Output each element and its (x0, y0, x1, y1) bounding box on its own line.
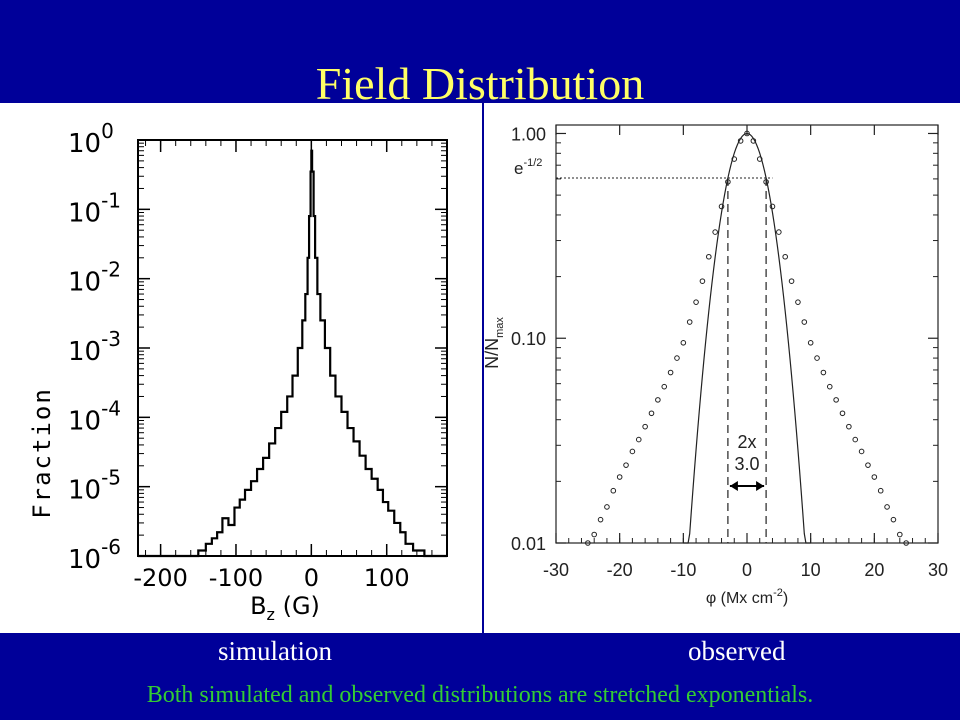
observed-data-point (604, 504, 610, 510)
slide-caption: Both simulated and observed distribution… (146, 682, 814, 708)
simulation-y-axis-label: Fraction (28, 387, 56, 519)
observed-data-point (731, 156, 738, 162)
observed-data-point (756, 156, 763, 162)
observed-x-tick-label: -30 (543, 560, 569, 580)
observed-data-point (846, 423, 852, 430)
observed-width-label-bottom: 3.0 (734, 454, 759, 474)
observed-data-point (686, 319, 693, 325)
observed-x-tick-label: 10 (801, 560, 821, 580)
observed-x-tick-label: 20 (864, 560, 884, 580)
observed-data-point (801, 319, 808, 325)
simulation-label: simulation (218, 636, 332, 666)
observed-data-point (706, 253, 712, 260)
observed-data-point (699, 278, 706, 284)
observed-data-point (814, 355, 820, 361)
observed-data-point (712, 229, 718, 235)
observed-data-point (744, 130, 750, 137)
simulation-chart: 100 10-1 10-2 10-3 10-4 10-5 10-6 -200 -100 0 100 F… (28, 119, 448, 624)
observed-y-axis-label: N/Nmax (484, 317, 506, 369)
observed-data-point (648, 410, 655, 417)
simulation-chart-panel: 100 10-1 10-2 10-3 10-4 10-5 10-6 -200 -100 0 100 F… (0, 103, 482, 633)
observed-data-point (839, 410, 846, 417)
observed-data-point (591, 531, 597, 538)
observed-x-tick-label: 30 (928, 560, 948, 580)
simulation-y-tick-label: 10-6 (68, 535, 121, 575)
observed-data-point (776, 229, 782, 235)
observed-e-half-label: e-1/2 (514, 157, 542, 178)
observed-data-point (897, 531, 903, 538)
simulation-x-axis-label: Bz (G) (250, 592, 320, 624)
observed-data-point (903, 540, 909, 546)
observed-width-arrowhead-left (729, 481, 738, 491)
simulation-histogram-series (138, 149, 447, 558)
observed-x-axis-label: φ (Mx cm-2) (706, 587, 788, 607)
observed-data-point (661, 383, 668, 390)
observed-width-label-top: 2x (737, 432, 756, 452)
observed-y-tick-label: 0.01 (511, 534, 546, 554)
observed-gaussian-fit-line (683, 132, 811, 544)
observed-data-point (597, 516, 604, 523)
simulation-x-tick-label: -200 (133, 564, 187, 592)
observed-data-point (616, 474, 623, 480)
observed-data-point (858, 448, 865, 455)
observed-data-point (655, 397, 661, 403)
observed-x-tick-label: -10 (670, 560, 696, 580)
observed-x-tick-label: 0 (742, 560, 752, 580)
observed-data-point (642, 423, 648, 430)
observed-y-tick-label: 1.00 (511, 124, 546, 144)
observed-data-point (788, 278, 795, 284)
observed-data-point (610, 487, 617, 494)
observed-chart: 1.00 0.10 0.01 -30 -20 -10 0 10 20 30 e-1/2 2x3.0 N/… (484, 124, 948, 607)
simulation-y-tick-label: 10-4 (68, 396, 121, 436)
observed-data-point (737, 138, 744, 144)
simulation-x-tick-label: 100 (364, 564, 410, 592)
simulation-y-tick-label: 10-3 (68, 327, 121, 367)
observed-data-point (769, 203, 776, 210)
observed-data-point (852, 436, 859, 443)
observed-data-point (635, 436, 642, 443)
observed-data-point (585, 540, 591, 546)
observed-plot-frame (555, 124, 939, 544)
observed-y-tick-label: 0.10 (511, 329, 546, 349)
simulation-plot-frame (137, 139, 448, 557)
observed-data-point (674, 355, 680, 361)
observed-width-arrowhead-right (756, 481, 765, 491)
observed-data-point (871, 474, 878, 480)
observed-data-point (782, 253, 789, 260)
observed-data-point (763, 179, 769, 185)
observed-data-point (667, 369, 674, 376)
observed-data-point (629, 448, 636, 455)
observed-data-point (623, 462, 629, 468)
simulation-x-tick-label: -100 (209, 564, 263, 592)
observed-data-point (693, 299, 699, 305)
simulation-y-tick-label: 100 (68, 119, 114, 159)
slide-title: Field Distribution (315, 58, 645, 109)
observed-label: observed (688, 636, 786, 666)
simulation-y-tick-label: 10-5 (68, 466, 121, 506)
observed-data-point (795, 299, 801, 305)
observed-chart-panel: 1.00 0.10 0.01 -30 -20 -10 0 10 20 30 e-1/2 2x 3.0 N/… (484, 103, 960, 633)
observed-data-point (865, 462, 871, 468)
observed-x-tick-label: -20 (607, 560, 633, 580)
simulation-y-tick-label: 10-2 (68, 258, 121, 298)
observed-data-point (884, 504, 890, 510)
observed-data-point (820, 369, 827, 376)
observed-data-point (725, 179, 731, 185)
observed-data-point (890, 516, 897, 523)
simulation-x-tick-label: 0 (304, 564, 319, 592)
observed-data-point (718, 203, 725, 210)
simulation-y-tick-label: 10-1 (68, 188, 121, 228)
observed-data-point (877, 487, 884, 494)
observed-data-point (807, 339, 814, 346)
observed-data-point (826, 383, 833, 390)
observed-data-point (680, 339, 687, 346)
observed-data-point (750, 138, 757, 144)
observed-data-point (833, 397, 839, 403)
